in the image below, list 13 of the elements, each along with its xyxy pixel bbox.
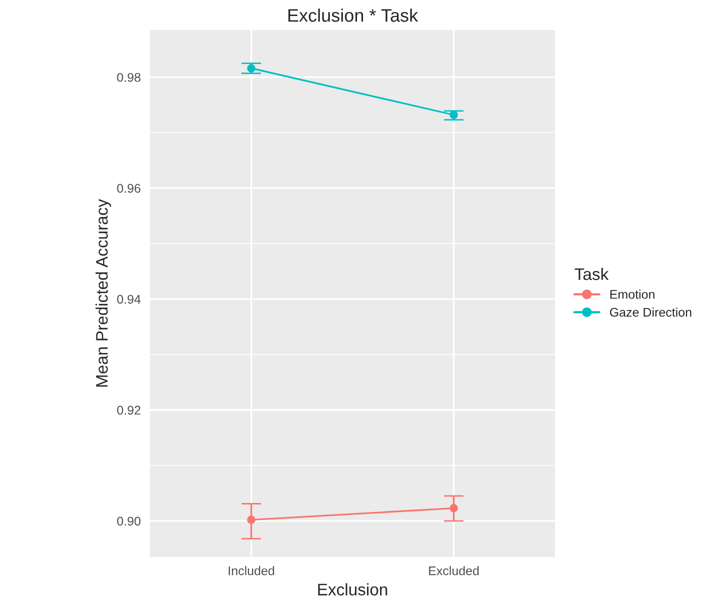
chart-title: Exclusion * Task bbox=[288, 8, 418, 22]
x-tick-label: Included bbox=[228, 566, 274, 576]
y-tick-label: 0.98 bbox=[117, 72, 140, 82]
y-axis-title: Mean Predicted Accuracy bbox=[96, 199, 112, 387]
x-tick-label: Excluded bbox=[429, 566, 479, 576]
y-tick-label: 0.96 bbox=[117, 184, 140, 193]
legend-label: Gaze Direction bbox=[610, 308, 692, 317]
y-tick-label: 0.94 bbox=[117, 294, 141, 304]
legend-title: Task bbox=[574, 268, 609, 280]
y-tick-label: 0.90 bbox=[117, 516, 140, 526]
y-tick-label: 0.92 bbox=[117, 406, 140, 415]
x-axis-title: Exclusion bbox=[318, 583, 388, 596]
legend-label: Emotion bbox=[610, 290, 654, 299]
